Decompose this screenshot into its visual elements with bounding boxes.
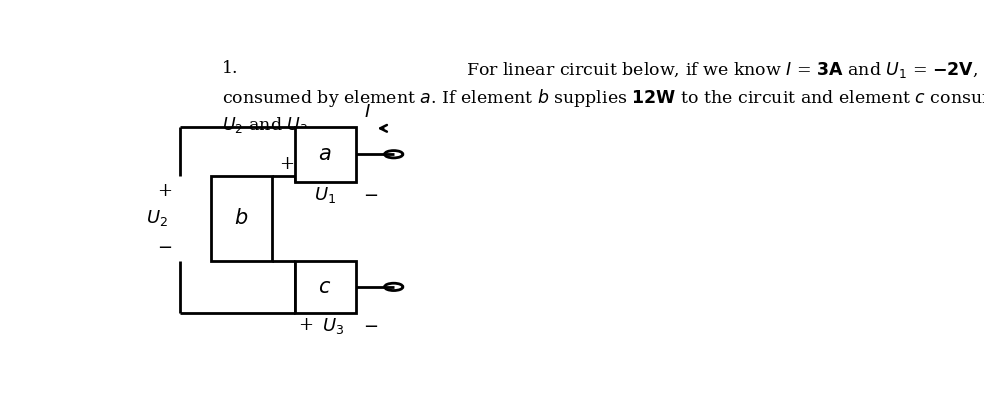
Text: $\mathit{I}$: $\mathit{I}$ — [364, 103, 370, 121]
Text: $-$: $-$ — [363, 185, 379, 203]
Text: +: + — [157, 182, 172, 200]
Text: $\mathit{U_1}$: $\mathit{U_1}$ — [314, 185, 337, 205]
Bar — [294, 261, 355, 313]
Text: $\mathit{c}$: $\mathit{c}$ — [319, 277, 332, 297]
Text: $\mathit{U_3}$: $\mathit{U_3}$ — [322, 316, 343, 336]
Text: +: + — [298, 316, 313, 334]
Bar — [211, 175, 272, 261]
Text: +: + — [279, 154, 294, 173]
Text: $-$: $-$ — [363, 316, 379, 334]
Text: $\mathit{a}$: $\mathit{a}$ — [319, 144, 332, 164]
Bar — [294, 127, 355, 182]
Text: $\mathit{U_2}$ and $\mathit{U_3}$: $\mathit{U_2}$ and $\mathit{U_3}$ — [222, 114, 308, 135]
Text: consumed by element $\mathit{a}$. If element $\mathit{b}$ supplies $\mathit{\mat: consumed by element $\mathit{a}$. If ele… — [222, 87, 984, 109]
Text: For linear circuit below, if we know $\mathit{I}$ = $\mathit{\mathbf{3A}}$ and $: For linear circuit below, if we know $\m… — [466, 60, 984, 81]
Text: $\mathit{b}$: $\mathit{b}$ — [234, 208, 248, 228]
Text: $-$: $-$ — [157, 237, 172, 255]
Text: $\mathit{U_2}$: $\mathit{U_2}$ — [147, 208, 168, 228]
Text: 1.: 1. — [222, 60, 239, 77]
